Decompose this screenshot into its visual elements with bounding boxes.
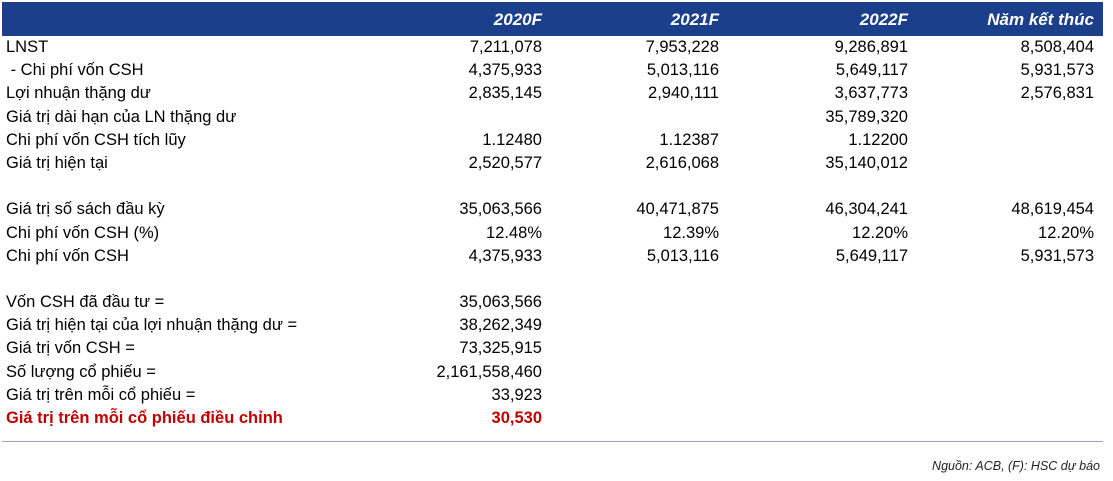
- adjusted-value: 30,530: [491, 409, 542, 427]
- summary-label: Vốn CSH đã đầu tư =: [6, 293, 165, 312]
- table-row: Giá trị dài hạn của LN thặng dư 35,789,3…: [2, 106, 1103, 129]
- cell: 3,637,773: [834, 84, 908, 103]
- cell: 5,649,117: [835, 246, 908, 265]
- cell: 12.39%: [663, 223, 719, 242]
- summary-label: Số lượng cổ phiếu =: [6, 362, 156, 381]
- cell: 35,063,566: [459, 200, 542, 219]
- cell: 7,953,228: [645, 38, 719, 56]
- summary-label: Giá trị trên mỗi cổ phiếu =: [6, 385, 196, 404]
- cell: 1.12387: [659, 130, 719, 149]
- cell: 2,835,145: [468, 84, 542, 103]
- cell: 5,931,573: [1020, 246, 1094, 265]
- cell: 2,940,111: [648, 84, 719, 103]
- header-2022f: 2022F: [859, 10, 908, 29]
- table-row: - Chi phí vốn CSH 4,375,933 5,013,116 5,…: [2, 59, 1103, 82]
- cell: 5,013,116: [646, 61, 719, 80]
- row-label: Lợi nhuận thặng dư: [6, 84, 151, 103]
- summary-value: 73,325,915: [459, 339, 542, 358]
- header-terminal: Năm kết thúc: [987, 10, 1094, 29]
- summary-value: 2,161,558,460: [436, 362, 542, 381]
- summary-row: Số lượng cổ phiếu = 2,161,558,460: [2, 361, 1103, 384]
- spacer: [2, 268, 1103, 291]
- cell: 35,789,320: [825, 107, 908, 126]
- summary-row: Giá trị hiện tại của lợi nhuận thặng dư …: [2, 314, 1103, 337]
- table-row: Giá trị hiện tại 2,520,577 2,616,068 35,…: [2, 152, 1103, 175]
- cell: 46,304,241: [825, 200, 908, 219]
- row-label: Giá trị số sách đầu kỳ: [6, 200, 165, 219]
- summary-label: Giá trị vốn CSH =: [6, 339, 135, 358]
- header-2021f: 2021F: [670, 10, 719, 29]
- row-label: Giá trị dài hạn của LN thặng dư: [6, 107, 237, 126]
- cell: 2,616,068: [645, 153, 719, 172]
- cell: 8,508,404: [1020, 38, 1094, 56]
- cell: 9,286,891: [834, 38, 908, 56]
- cell: 35,140,012: [825, 153, 908, 172]
- table-row: Chi phí vốn CSH (%) 12.48% 12.39% 12.20%…: [2, 222, 1103, 245]
- summary-row: Giá trị trên mỗi cổ phiếu = 33,923: [2, 384, 1103, 407]
- table-header: 2020F 2021F 2022F Năm kết thúc: [2, 2, 1103, 36]
- valuation-table: 2020F 2021F 2022F Năm kết thúc LNST 7,21…: [2, 2, 1103, 430]
- header-2020f: 2020F: [493, 10, 542, 29]
- cell: 40,471,875: [636, 200, 719, 219]
- table-row: Chi phí vốn CSH tích lũy 1.12480 1.12387…: [2, 129, 1103, 152]
- adjusted-value-label: Giá trị trên mỗi cổ phiếu điều chỉnh: [6, 409, 283, 427]
- cell: 7,211,078: [469, 38, 542, 56]
- cell: 12.20%: [1038, 223, 1094, 242]
- summary-value: 33,923: [491, 385, 542, 404]
- cell: 48,619,454: [1011, 200, 1094, 219]
- table-row: Lợi nhuận thặng dư 2,835,145 2,940,111 3…: [2, 82, 1103, 105]
- adjusted-value-row: Giá trị trên mỗi cổ phiếu điều chỉnh 30,…: [2, 407, 1103, 430]
- table-row: Chi phí vốn CSH 4,375,933 5,013,116 5,64…: [2, 245, 1103, 268]
- row-label: LNST: [6, 38, 49, 56]
- cell: 4,375,933: [468, 61, 542, 80]
- row-label: Chi phí vốn CSH (%): [6, 223, 160, 242]
- cell: 5,649,117: [835, 61, 908, 80]
- row-label: Chi phí vốn CSH: [6, 246, 129, 265]
- cell: 2,576,831: [1020, 84, 1094, 103]
- cell: 12.48%: [486, 223, 542, 242]
- cell: 1.12200: [848, 130, 908, 149]
- table-row: LNST 7,211,078 7,953,228 9,286,891 8,508…: [2, 36, 1103, 59]
- spacer: [2, 175, 1103, 198]
- cell: 5,013,116: [646, 246, 719, 265]
- table-bottom-border: [2, 441, 1103, 442]
- row-label: - Chi phí vốn CSH: [6, 61, 144, 80]
- row-label: Giá trị hiện tại: [6, 153, 108, 172]
- cell: 5,931,573: [1020, 61, 1094, 80]
- row-label: Chi phí vốn CSH tích lũy: [6, 130, 186, 149]
- cell: 12.20%: [852, 223, 908, 242]
- summary-value: 38,262,349: [459, 316, 542, 335]
- cell: 4,375,933: [468, 246, 542, 265]
- cell: 2,520,577: [468, 153, 542, 172]
- summary-row: Vốn CSH đã đầu tư = 35,063,566: [2, 291, 1103, 314]
- summary-label: Giá trị hiện tại của lợi nhuận thặng dư …: [6, 316, 298, 335]
- summary-value: 35,063,566: [459, 293, 542, 312]
- table-row: Giá trị số sách đầu kỳ 35,063,566 40,471…: [2, 198, 1103, 221]
- cell: 1.12480: [482, 130, 542, 149]
- source-note: Nguồn: ACB, (F): HSC dự báo: [932, 459, 1100, 473]
- summary-row: Giá trị vốn CSH = 73,325,915: [2, 337, 1103, 360]
